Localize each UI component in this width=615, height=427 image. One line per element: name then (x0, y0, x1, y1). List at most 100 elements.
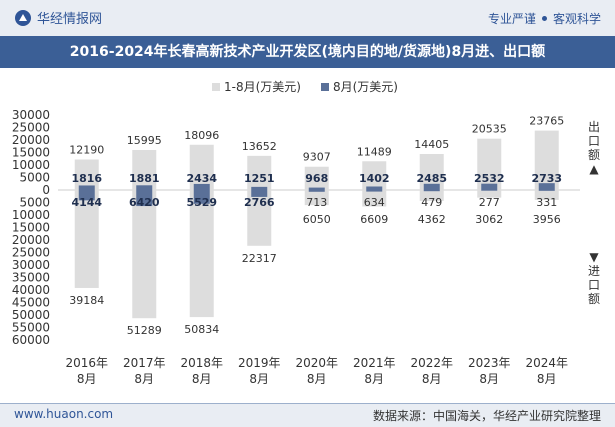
bar-export-monthly (308, 187, 325, 190)
legend-item-monthly: 8月(万美元) (320, 78, 398, 95)
footer-source: 数据来源：中国海关，华经产业研究院整理 (372, 409, 601, 423)
y-tick-label: 35000 (12, 271, 50, 285)
label-export-cumulative: 20535 (472, 123, 507, 136)
huajing-logo-icon (15, 9, 31, 26)
label-import-cumulative: 3062 (475, 213, 503, 226)
y-tick-label: 45000 (12, 296, 50, 310)
bar-import-monthly (308, 190, 325, 192)
export-axis-label: 出口额 ▲ (587, 120, 601, 176)
bar-import-monthly (193, 190, 210, 204)
y-tick-label: 55000 (12, 321, 50, 335)
y-tick-label: 10000 (12, 208, 50, 222)
y-tick-label: 30000 (12, 258, 50, 272)
y-tick-label: 15000 (12, 146, 50, 160)
label-import-monthly: 634 (364, 196, 385, 209)
x-tick-label-year: 2023年 (468, 356, 511, 370)
y-tick-label: 60000 (12, 333, 50, 347)
x-tick-label-year: 2019年 (238, 356, 281, 370)
bullet-dot-icon (541, 16, 547, 21)
bar-import-cumulative (247, 190, 272, 246)
bar-import-cumulative (304, 190, 329, 206)
chart-title: 2016-2024年长春高新技术产业开发区(境内目的地/货源地)8月进、出口额 (0, 36, 615, 68)
bar-export-cumulative (247, 155, 272, 190)
bar-export-cumulative (74, 159, 99, 190)
label-export-cumulative: 23765 (529, 115, 564, 128)
bar-export-monthly (78, 185, 95, 190)
bar-export-monthly (136, 185, 153, 190)
label-export-monthly: 968 (305, 172, 328, 185)
y-tick-label: 50000 (12, 308, 50, 322)
bar-import-monthly (423, 190, 440, 192)
slogan-left: 专业严谨 (487, 12, 536, 26)
label-import-cumulative: 4362 (418, 213, 446, 226)
bar-import-monthly (251, 190, 268, 197)
y-tick-label: 20000 (12, 133, 50, 147)
import-axis-text: 进口额 (587, 264, 600, 306)
x-tick-label-year: 2016年 (65, 356, 108, 370)
bar-export-cumulative (304, 166, 329, 190)
label-import-cumulative: 6609 (360, 213, 388, 226)
label-import-monthly: 5529 (186, 196, 217, 209)
chart-legend: 1-8月(万美元) 8月(万美元) (212, 78, 418, 95)
x-tick-label-month: 8月 (307, 372, 327, 386)
x-tick-label-year: 2022年 (410, 356, 453, 370)
legend-label-monthly: 8月(万美元) (332, 80, 398, 94)
y-tick-label: 25000 (12, 121, 50, 135)
x-tick-label-month: 8月 (249, 372, 269, 386)
x-tick-label-year: 2024年 (525, 356, 568, 370)
label-export-monthly: 1881 (129, 172, 160, 185)
bar-import-monthly (78, 190, 95, 201)
label-export-monthly: 1402 (359, 172, 390, 185)
y-tick-label: 5000 (19, 196, 50, 210)
label-import-monthly: 277 (479, 196, 500, 209)
slogan: 专业严谨 客观科学 (488, 10, 601, 27)
label-export-cumulative: 18096 (184, 129, 219, 142)
label-import-cumulative: 6050 (303, 213, 331, 226)
bar-export-monthly (481, 183, 498, 190)
bar-export-cumulative (189, 144, 214, 190)
bar-export-monthly (423, 183, 440, 190)
up-arrow-icon: ▲ (589, 162, 599, 176)
bar-chart: 3000025000200001500010000500005000100001… (12, 108, 580, 386)
bar-import-cumulative (132, 190, 157, 319)
x-tick-label-month: 8月 (134, 372, 154, 386)
label-import-monthly: 331 (536, 196, 557, 209)
bar-import-cumulative (477, 190, 502, 198)
x-tick-label-month: 8月 (479, 372, 499, 386)
label-export-cumulative: 12190 (69, 144, 104, 157)
footer: www.huaon.com 数据来源：中国海关，华经产业研究院整理 (0, 403, 615, 427)
label-export-cumulative: 13652 (242, 140, 277, 153)
label-import-cumulative: 3956 (533, 213, 561, 226)
bar-export-monthly (366, 186, 383, 190)
x-tick-label-month: 8月 (364, 372, 384, 386)
brand[interactable]: 华经情报网 (14, 8, 102, 27)
x-tick-label-month: 8月 (537, 372, 557, 386)
legend-item-cumulative: 1-8月(万美元) (212, 78, 301, 95)
label-export-cumulative: 11489 (357, 145, 392, 158)
legend-swatch-cumulative (212, 82, 220, 91)
label-export-cumulative: 15995 (127, 134, 162, 147)
x-tick-label-month: 8月 (422, 372, 442, 386)
label-import-cumulative: 39184 (69, 294, 104, 307)
legend-swatch-monthly (320, 82, 329, 91)
slogan-right: 客观科学 (552, 12, 601, 26)
bar-import-cumulative (362, 190, 387, 207)
label-import-monthly: 6420 (129, 196, 160, 209)
label-export-monthly: 2434 (186, 172, 217, 185)
y-tick-label: 10000 (12, 158, 50, 172)
bar-export-monthly (538, 183, 555, 190)
label-import-monthly: 2766 (244, 196, 275, 209)
footer-url[interactable]: www.huaon.com (14, 407, 114, 421)
label-import-monthly: 479 (421, 196, 442, 209)
bar-import-monthly (538, 190, 555, 191)
y-tick-label: 40000 (12, 283, 50, 297)
label-import-cumulative: 50834 (184, 323, 219, 336)
label-export-monthly: 2733 (531, 172, 562, 185)
label-export-cumulative: 14405 (414, 138, 449, 151)
y-tick-label: 20000 (12, 233, 50, 247)
x-tick-label-year: 2018年 (180, 356, 223, 370)
y-tick-label: 30000 (12, 108, 50, 122)
y-tick-label: 0 (42, 183, 50, 197)
label-export-cumulative: 9307 (303, 151, 331, 164)
x-tick-label-month: 8月 (192, 372, 212, 386)
